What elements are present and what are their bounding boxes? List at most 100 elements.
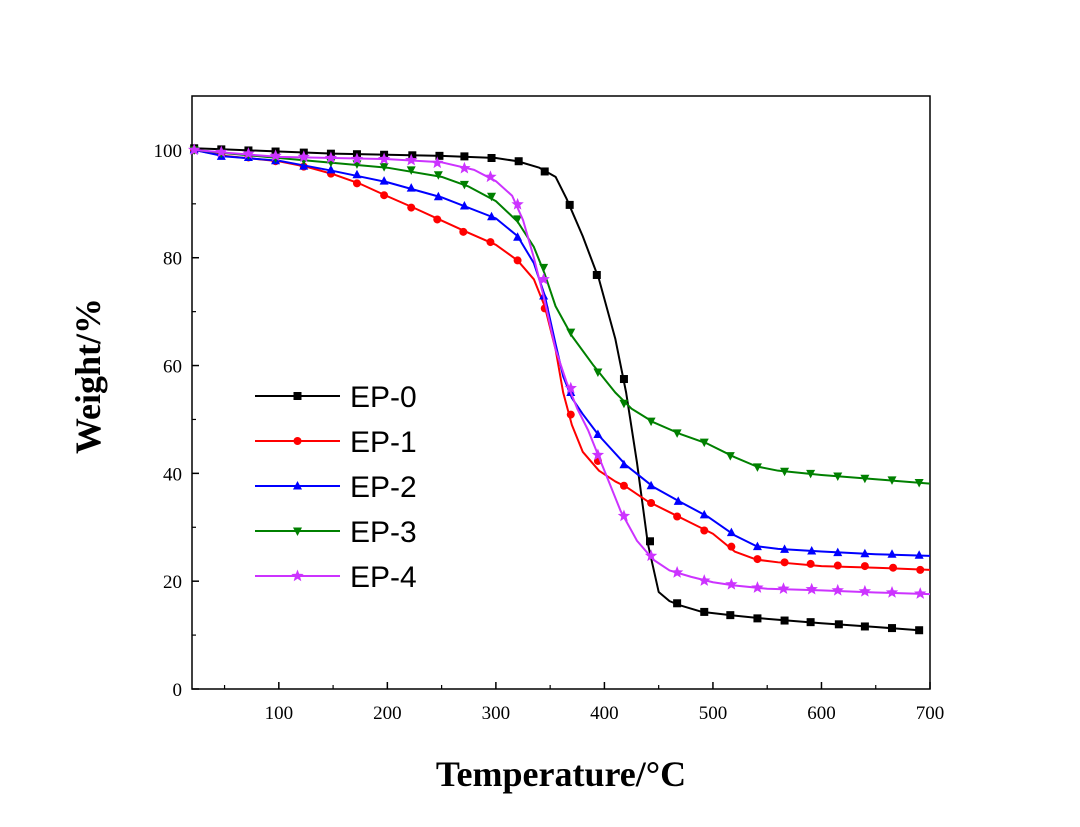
data-point-ep-1 (916, 565, 925, 574)
series-line-ep-1 (193, 148, 931, 571)
data-point-ep-0 (753, 614, 762, 623)
x-tick-label-200: 200 (373, 703, 402, 724)
data-point-ep-1 (513, 256, 522, 265)
data-point-ep-4 (431, 156, 444, 169)
data-point-ep-2 (752, 541, 762, 551)
data-point-ep-4 (187, 143, 201, 156)
data-point-ep-4 (885, 586, 899, 598)
data-point-ep-0 (565, 200, 574, 209)
data-point-ep-4 (805, 582, 818, 595)
data-point-ep-1 (860, 562, 869, 571)
data-point-ep-1 (407, 203, 416, 212)
data-point-ep-0 (435, 151, 444, 160)
data-point-ep-1 (352, 179, 361, 188)
legend-marker-circle (293, 437, 302, 445)
y-tick-label-0: 0 (173, 680, 183, 701)
data-point-ep-3 (752, 463, 762, 472)
data-point-ep-1 (753, 555, 762, 564)
data-point-ep-4 (377, 152, 391, 165)
data-point-ep-3 (646, 417, 656, 427)
data-point-ep-1 (673, 512, 682, 521)
data-point-ep-0 (888, 624, 897, 633)
x-tick-label-500: 500 (699, 703, 728, 724)
data-point-ep-1 (806, 559, 815, 568)
data-point-ep-3 (672, 429, 682, 438)
data-point-ep-4 (644, 549, 658, 562)
data-point-ep-3 (806, 469, 816, 479)
series-line-ep-2 (193, 148, 931, 557)
data-point-ep-1 (780, 558, 789, 567)
data-point-ep-0 (619, 375, 628, 384)
data-point-ep-3 (433, 171, 443, 180)
data-point-ep-3 (593, 368, 603, 378)
data-point-ep-4 (617, 509, 631, 522)
series-line-ep-0 (194, 147, 920, 632)
data-point-ep-3 (379, 163, 389, 172)
data-point-ep-3 (539, 263, 549, 273)
data-point-ep-2 (914, 550, 924, 559)
y-axis-title: Weight/% (68, 298, 108, 454)
series-ep-4 (187, 143, 931, 599)
data-point-ep-2 (379, 176, 389, 185)
data-point-ep-0 (806, 618, 815, 627)
legend-item-ep-1: EP-1 (255, 426, 417, 459)
data-point-ep-0 (915, 626, 924, 635)
data-point-ep-2 (673, 496, 683, 505)
data-point-ep-1 (486, 238, 495, 247)
x-tick-label-600: 600 (807, 703, 836, 724)
data-point-ep-2 (487, 211, 497, 221)
legend-marker-triangle-up (293, 481, 302, 490)
legend-item-ep-3: EP-3 (255, 516, 417, 549)
data-point-ep-4 (215, 145, 228, 158)
data-point-ep-4 (725, 577, 738, 590)
data-point-ep-3 (566, 328, 576, 338)
data-point-ep-3 (459, 180, 469, 190)
y-tick-label-40: 40 (163, 464, 182, 485)
legend-marker-star (291, 569, 304, 582)
data-point-ep-4 (458, 161, 471, 174)
data-point-ep-2 (326, 164, 336, 174)
data-point-ep-2 (646, 480, 656, 490)
y-tick-label-100: 100 (154, 141, 183, 162)
data-point-ep-4 (751, 581, 764, 593)
legend: EP-0 EP-1 EP-2 EP-3 EP-4 (255, 381, 417, 594)
y-tick-label-60: 60 (163, 357, 182, 378)
data-point-ep-1 (700, 526, 709, 535)
data-point-ep-2 (833, 547, 843, 557)
data-point-ep-1 (433, 215, 442, 224)
data-point-ep-1 (647, 499, 656, 508)
data-point-ep-2 (807, 545, 817, 555)
series-layer (187, 143, 931, 635)
legend-marker-square (293, 392, 302, 400)
data-point-ep-3 (619, 399, 629, 409)
data-point-ep-2 (887, 549, 897, 558)
x-tick-label-300: 300 (482, 703, 511, 724)
data-point-ep-4 (698, 574, 711, 586)
legend-item-ep-0: EP-0 (255, 381, 417, 414)
data-point-ep-3 (887, 476, 897, 485)
data-point-ep-2 (299, 161, 309, 170)
data-point-ep-2 (726, 527, 736, 537)
data-point-ep-0 (673, 599, 682, 608)
x-tick-label-700: 700 (916, 703, 945, 724)
data-point-ep-3 (780, 467, 790, 477)
data-point-ep-1 (727, 542, 736, 551)
series-ep-2 (189, 144, 931, 559)
data-point-ep-4 (777, 582, 790, 594)
data-point-ep-1 (459, 227, 468, 236)
y-tick-label-80: 80 (163, 249, 182, 270)
data-point-ep-4 (269, 149, 282, 162)
data-point-ep-2 (433, 191, 443, 201)
data-point-ep-2 (860, 548, 870, 558)
legend-item-ep-4: EP-4 (255, 561, 417, 594)
data-point-ep-3 (833, 472, 843, 482)
data-point-ep-3 (914, 479, 924, 488)
x-axis-title: Temperature/°C (436, 754, 686, 794)
data-point-ep-3 (487, 192, 497, 202)
data-point-ep-4 (670, 566, 684, 578)
data-point-ep-4 (484, 170, 497, 183)
data-point-ep-3 (860, 474, 870, 484)
data-point-ep-0 (726, 611, 735, 620)
data-point-ep-3 (406, 166, 416, 175)
data-point-ep-0 (592, 270, 601, 279)
